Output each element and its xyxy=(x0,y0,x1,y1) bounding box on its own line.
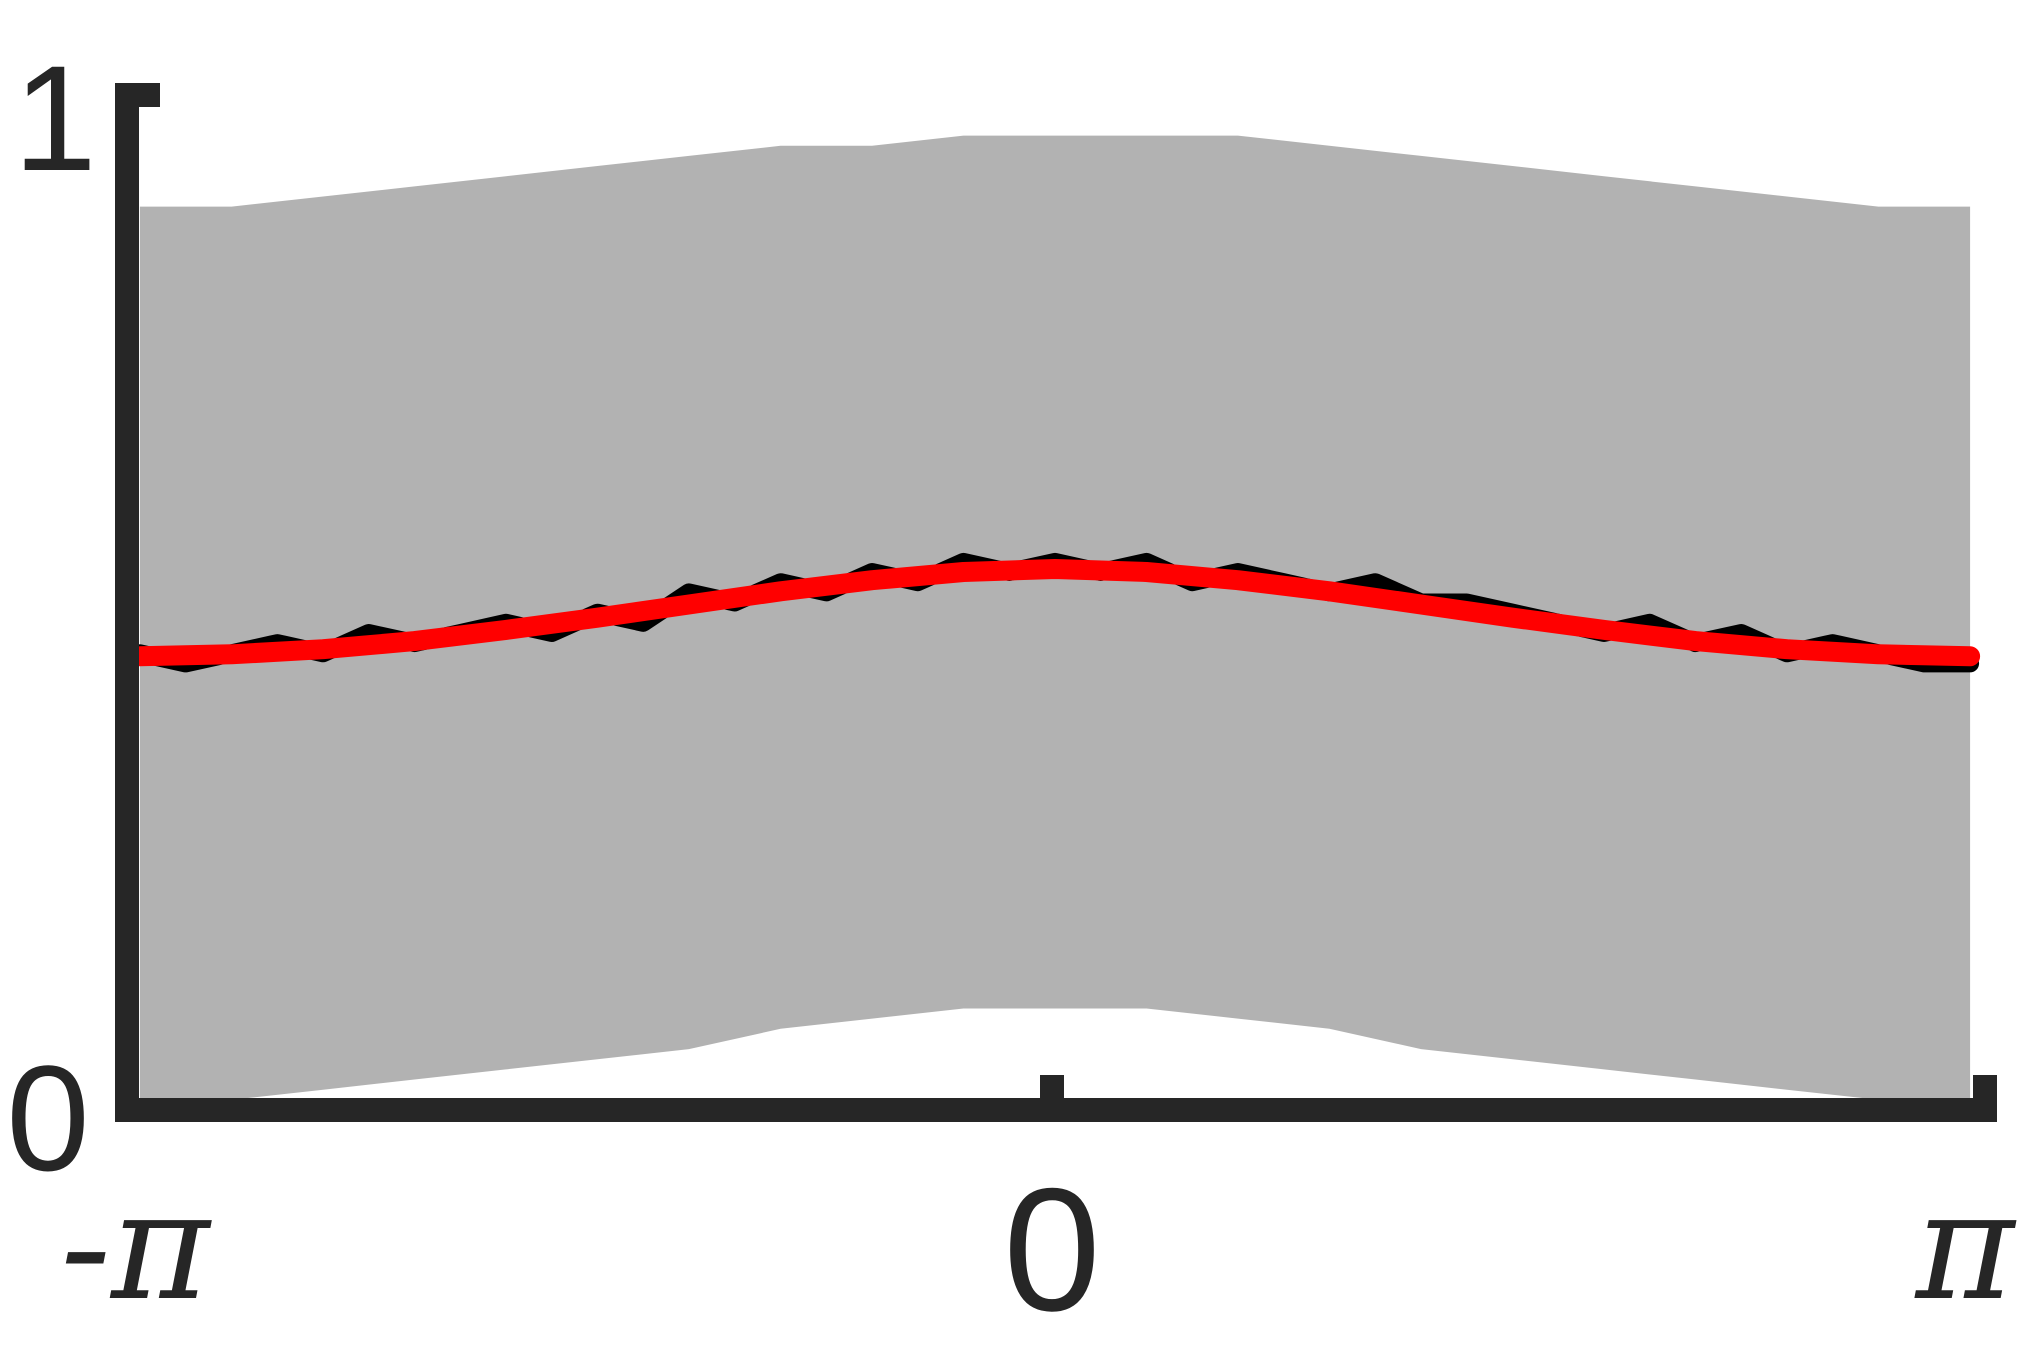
y-axis-line xyxy=(115,83,160,1112)
x-axis-line xyxy=(115,1075,1997,1122)
error-band xyxy=(139,135,1971,1111)
x-tick-label-neg-pi: -π xyxy=(60,1160,212,1334)
plot-area xyxy=(129,135,1981,1111)
y-tick-label-1: 1 xyxy=(13,34,96,202)
x-tick-label-0: 0 xyxy=(1003,1153,1100,1348)
axes xyxy=(115,83,1997,1122)
x-tick-label-pi: π xyxy=(1914,1160,2017,1334)
series-fit-line xyxy=(129,559,1981,667)
y-tick-label-0: 0 xyxy=(6,1034,89,1202)
